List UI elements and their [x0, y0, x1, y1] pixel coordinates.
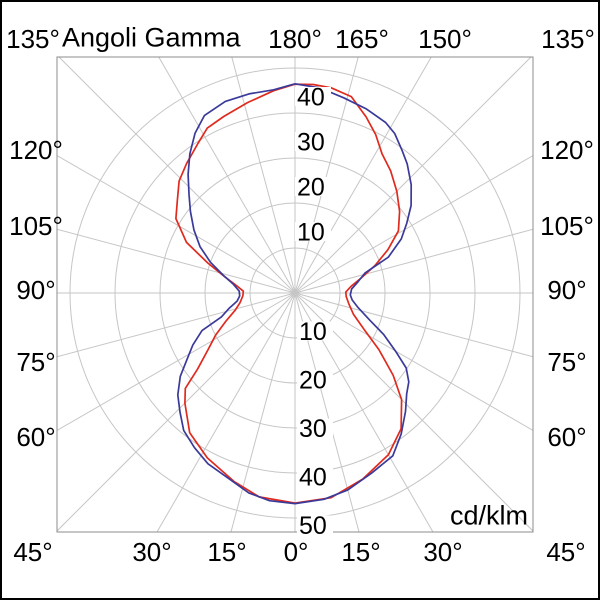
grid-ray: [230, 292, 296, 532]
tick-label-mask: [295, 87, 331, 106]
radial-tick-label: 20: [299, 367, 327, 395]
curve-blue: [176, 82, 413, 505]
chart-title: Angoli Gamma: [62, 22, 241, 53]
grid-ray: [57, 155, 296, 294]
plot-frame: [56, 56, 534, 533]
angle-label: 45°: [13, 537, 53, 567]
grid-circle: [249, 247, 341, 339]
grid-ray: [294, 155, 533, 294]
radial-tick-label: 10: [299, 318, 327, 346]
angle-label: 60°: [16, 422, 56, 452]
angle-label: 30°: [132, 537, 172, 567]
tick-label-mask: [297, 515, 333, 535]
angle-label: 120°: [540, 135, 594, 165]
angle-label: 30°: [423, 537, 463, 567]
curve-red: [175, 83, 403, 504]
grid-ray: [57, 292, 296, 431]
grid-ray: [294, 57, 532, 294]
angle-label: 120°: [9, 135, 63, 165]
angle-label: 0°: [283, 537, 309, 567]
grid-ray: [156, 292, 296, 532]
tick-label-mask: [297, 370, 333, 389]
angle-label: 45°: [546, 537, 586, 567]
grid-circle: [69, 67, 521, 519]
angle-label: 180°: [268, 24, 322, 54]
grid-ray: [58, 57, 296, 294]
angle-label: 15°: [341, 537, 381, 567]
tick-label-mask: [295, 132, 331, 151]
radial-tick-label: 30: [297, 129, 325, 157]
angle-label: 105°: [9, 211, 63, 241]
tick-label-mask: [295, 177, 331, 196]
tick-label-mask: [295, 222, 331, 241]
radial-tick-label: 30: [299, 415, 327, 443]
grid-circle: [159, 157, 431, 429]
grid-ray: [231, 57, 296, 294]
grid-ray: [294, 292, 533, 532]
angle-label: 150°: [418, 24, 472, 54]
grid-ray: [294, 292, 360, 532]
angle-label: 60°: [547, 422, 587, 452]
grid-ray: [294, 57, 432, 294]
grid-ray: [57, 228, 296, 294]
angle-label: 135°: [541, 24, 595, 54]
angle-label: 15°: [207, 537, 247, 567]
grid-ray: [57, 292, 296, 532]
grid-ray: [294, 228, 533, 294]
radial-unit-label: cd/klm: [449, 500, 529, 531]
grid-circle: [114, 112, 476, 474]
tick-label-mask: [297, 418, 333, 438]
radial-tick-label: 10: [297, 219, 325, 247]
angle-label: 75°: [16, 347, 56, 377]
grid-ray: [158, 57, 296, 294]
grid-circle: [204, 202, 386, 384]
angle-label: 165°: [335, 24, 389, 54]
radial-tick-label: 20: [297, 174, 325, 202]
tick-label-mask: [297, 467, 333, 486]
angle-label: 135°: [6, 24, 60, 54]
angle-label: 75°: [547, 347, 587, 377]
radial-tick-label: 40: [299, 464, 327, 492]
radial-tick-label: 50: [299, 512, 327, 540]
grid-ray: [294, 292, 434, 532]
angle-label: 90°: [16, 275, 56, 305]
radial-tick-label: 40: [297, 84, 325, 112]
grid-ray: [294, 292, 533, 431]
angle-label: 90°: [547, 275, 587, 305]
tick-label-mask: [297, 321, 333, 341]
angle-label: 105°: [540, 211, 594, 241]
grid-ray: [57, 292, 296, 358]
